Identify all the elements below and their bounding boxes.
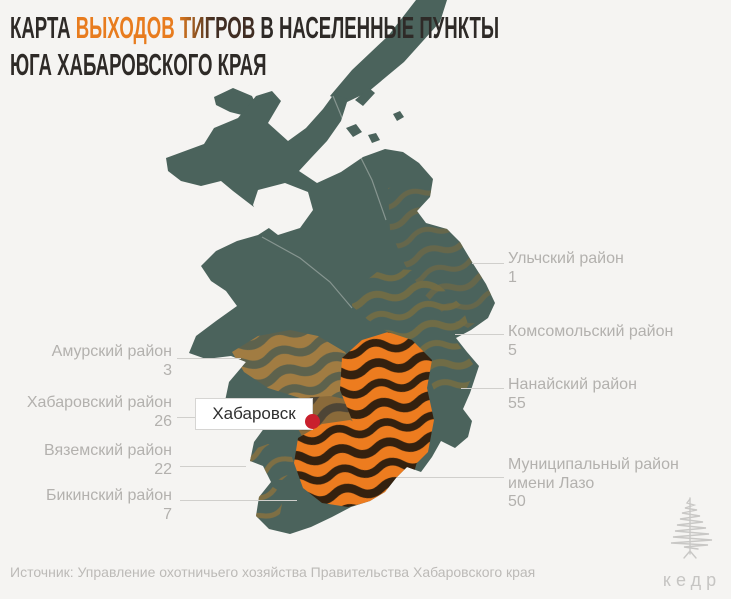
district-amursky-shape [232,330,358,402]
district-value: 7 [163,505,172,523]
district-name: Амурский район [51,343,172,360]
district-label-vyazemsky: Вяземский район 22 [2,442,172,479]
district-label-lazo: Муниципальный район имени Лазо 50 [508,456,683,512]
city-label-khabarovsk: Хабаровск [195,398,313,430]
title-word-karta: КАРТА [10,10,71,45]
district-value: 26 [154,412,172,430]
district-value: 50 [508,493,526,510]
page-title-line1: КАРТА ВЫХОДОВ ТИГРОВ В НАСЕЛЕННЫЕ ПУНКТЫ [10,9,499,46]
district-name: Вяземский район [44,442,172,459]
leader-line-komsomolsky [455,334,504,335]
title-word-vykhodov: ВЫХОДОВ [75,10,175,45]
kedr-logo: кедр [652,496,728,591]
district-label-khabarovsky: Хабаровский район 26 [2,394,172,431]
page-title-line2: ЮГА ХАБАРОВСКОГО КРАЯ [10,47,267,82]
district-ulchsky-shape [388,182,493,328]
district-lazo-shape [294,420,418,507]
district-value: 5 [508,341,517,359]
district-name: Ульчский район [508,250,624,267]
district-name: Бикинский район [46,487,172,504]
leader-line-amursky [177,358,241,359]
map-north-coast-band [330,0,447,103]
source-note: Источник: Управление охотничьего хозяйст… [10,564,536,580]
leader-line-vyazemsky [180,466,246,467]
district-value: 22 [154,460,172,478]
title-word-rest: В НАСЕЛЕННЫЕ ПУНКТЫ [260,10,500,45]
city-marker-dot [305,414,320,429]
district-name: Хабаровский район [26,394,172,411]
district-label-ulchsky: Ульчский район 1 [508,250,693,287]
map-islands [346,88,404,143]
district-label-bikinsky: Бикинский район 7 [2,487,172,524]
leader-line-lazo [397,477,504,478]
page-title: КАРТА ВЫХОДОВ ТИГРОВ В НАСЕЛЕННЫЕ ПУНКТЫ… [10,9,499,83]
title-word-tigrov: ТИГРОВ [179,10,256,45]
kedr-wordmark: кедр [662,570,722,590]
district-name: Комсомольский район [508,323,674,340]
district-value: 1 [508,268,517,286]
leader-line-nanaysky [461,388,504,389]
city-name: Хабаровск [212,404,296,423]
district-value: 55 [508,394,526,412]
district-komsomolsky-shape [352,268,476,398]
map-bay [253,183,313,235]
district-label-amursky: Амурский район 3 [2,343,172,380]
leader-line-bikinsky [180,500,297,501]
leader-line-ulchsky [472,263,504,264]
district-value: 3 [163,361,172,379]
cedar-tree-icon [670,497,713,559]
leader-line-khabarovsky [177,417,196,418]
district-label-nanaysky: Нанайский район 55 [508,376,693,413]
district-label-komsomolsky: Комсомольский район 5 [508,323,693,360]
district-name: Муниципальный район имени Лазо [508,456,679,492]
district-name: Нанайский район [508,376,637,393]
